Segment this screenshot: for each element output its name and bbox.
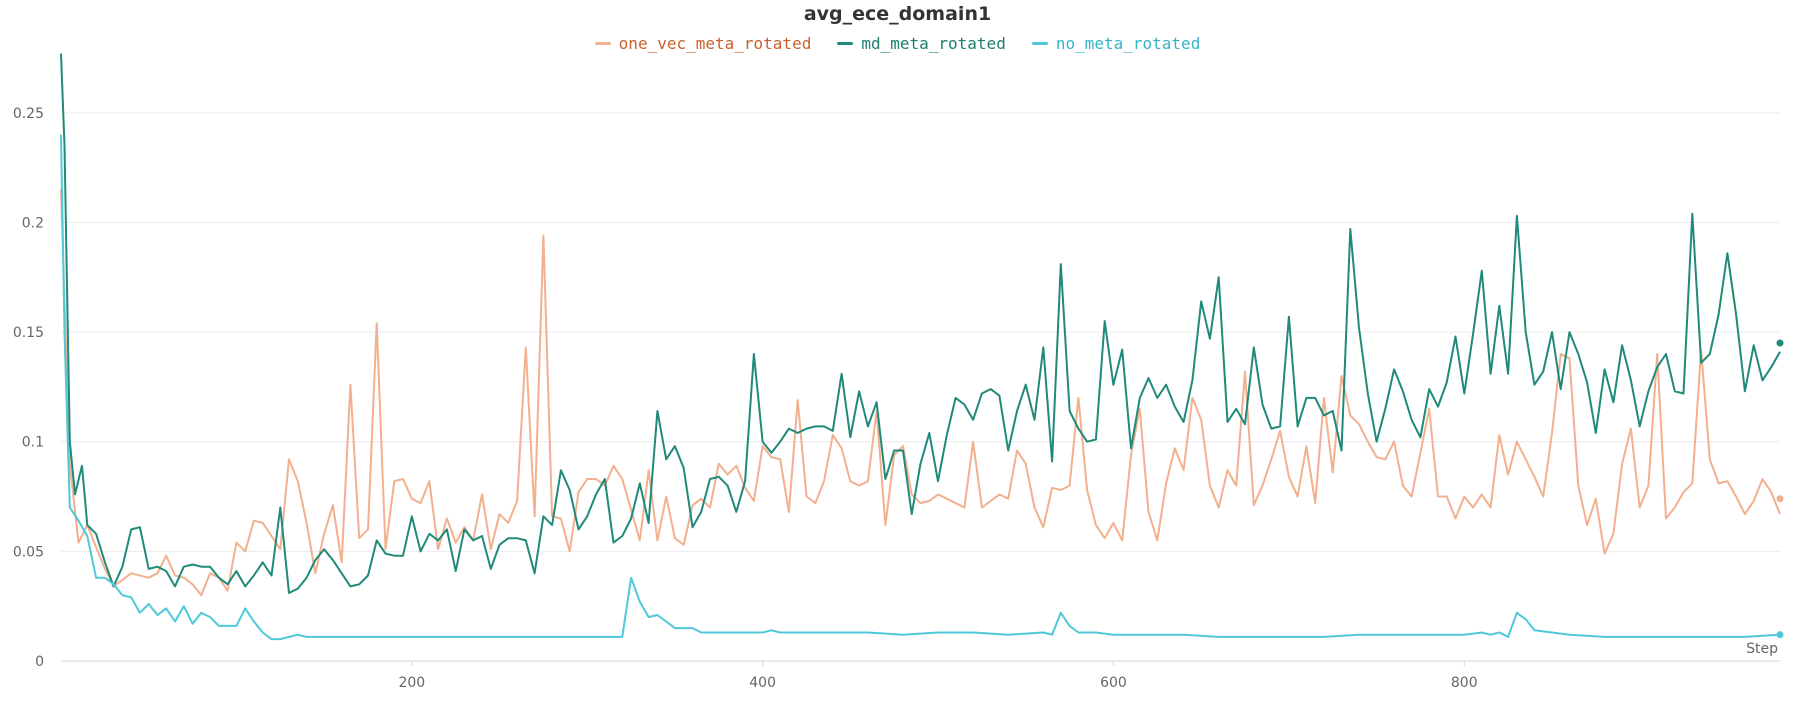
x-tick-label: 600	[1100, 675, 1127, 691]
series-end-marker-no_meta_rotated	[1776, 631, 1784, 639]
series-end-marker-one_vec_meta_rotated	[1776, 495, 1784, 503]
y-tick-label: 0.2	[22, 215, 44, 231]
legend-item-no-meta[interactable]: no_meta_rotated	[1031, 34, 1201, 53]
y-tick-label: 0	[35, 654, 44, 670]
series-line-no_meta_rotated	[60, 134, 1781, 641]
x-axis-label: Step	[1746, 641, 1778, 657]
y-tick-label: 0.15	[13, 325, 44, 341]
x-tick-label: 800	[1451, 675, 1478, 691]
series-end-marker-md_meta_rotated	[1776, 339, 1784, 347]
y-tick-label: 0.05	[13, 544, 44, 560]
y-tick-label: 0.25	[13, 106, 44, 122]
legend-swatch-no-meta	[1031, 42, 1048, 45]
x-tick-label: 200	[398, 675, 425, 691]
legend-label-no-meta: no_meta_rotated	[1055, 34, 1201, 53]
y-tick-label: 0.1	[22, 435, 44, 451]
legend-label-one-vec: one_vec_meta_rotated	[618, 34, 812, 53]
legend-item-md-meta[interactable]: md_meta_rotated	[837, 34, 1006, 53]
series-line-md_meta_rotated	[60, 53, 1781, 594]
series-line-one_vec_meta_rotated	[60, 189, 1781, 597]
legend-swatch-md-meta	[837, 42, 854, 45]
x-tick-label: 400	[749, 675, 776, 691]
chart-title: avg_ece_domain1	[803, 3, 992, 25]
legend: one_vec_meta_rotated md_meta_rotated no_…	[0, 34, 1795, 53]
legend-label-md-meta: md_meta_rotated	[861, 34, 1006, 53]
legend-swatch-one-vec	[594, 42, 611, 45]
legend-item-one-vec[interactable]: one_vec_meta_rotated	[594, 34, 812, 53]
